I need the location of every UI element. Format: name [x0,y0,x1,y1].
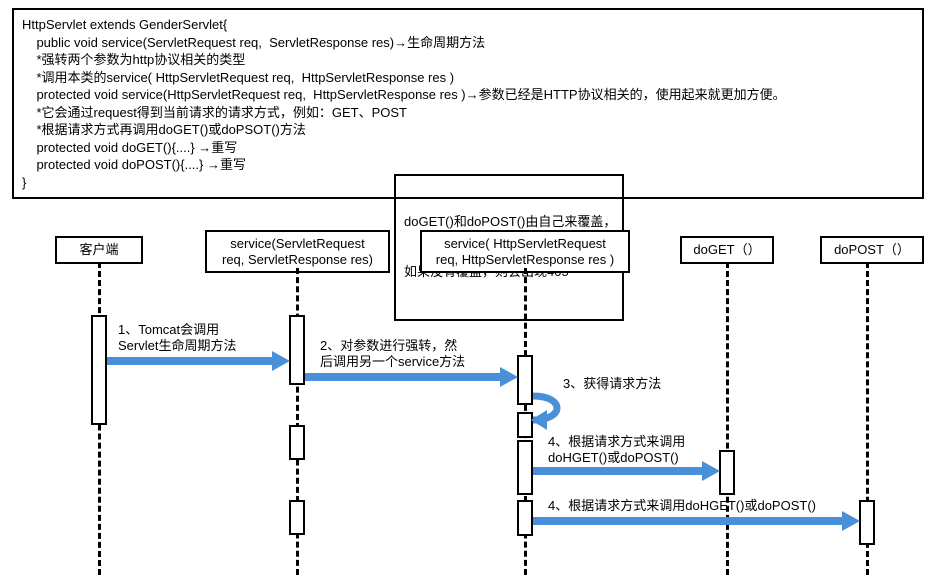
code-line: HttpServlet extends GenderServlet{ [22,16,914,34]
label-text: Servlet生命周期方法 [118,338,236,353]
code-line: protected void doPOST(){....} →重写 [22,156,914,174]
note-line: doGET()和doPOST()由自己来覆盖， [404,214,614,231]
loop-icon [525,392,573,432]
arrow-5-label: 4、根据请求方式来调用doHGET()或doPOST() [548,498,816,514]
code-line: *它会通过request得到当前请求的请求方式，例如：GET、POST [22,104,914,122]
lifeline-label: doPOST（） [834,242,910,257]
arrow-4-line [533,467,704,475]
label-text: 后调用另一个service方法 [320,354,465,369]
arrow-3-selfloop [525,392,573,435]
activation-client [91,315,107,425]
activation-dopost [859,500,875,545]
arrow-2-head [500,367,518,387]
arrow-3-label: 3、获得请求方法 [563,376,661,392]
arrow-1-label: 1、Tomcat会调用 Servlet生命周期方法 [118,322,236,355]
activation-s1-b [289,425,305,460]
arrow-1-head [272,351,290,371]
label-text: 4、根据请求方式来调用doHGET()或doPOST() [548,498,816,513]
label-text: doHGET()或doPOST() [548,450,679,465]
activation-s2-c [517,440,533,495]
lifeline-service1-header: service(ServletRequest req, ServletRespo… [205,230,390,273]
code-line: protected void service(HttpServletReques… [22,86,914,104]
activation-s2-d [517,500,533,536]
arrow-4-head [702,461,720,481]
lifeline-service2-header: service( HttpServletRequest req, HttpSer… [420,230,630,273]
code-line: *调用本类的service( HttpServletRequest req, H… [22,69,914,87]
arrow-1-line [107,357,274,365]
label-text: 3、获得请求方法 [563,376,661,391]
activation-doget [719,450,735,495]
lifeline-doget-header: doGET（） [680,236,774,264]
arrow-2-line [305,373,502,381]
lifeline-dash-doget [726,262,729,575]
lifeline-label: service( HttpServletRequest [444,236,606,251]
lifeline-label: doGET（） [693,242,760,257]
code-line: protected void doGET(){....} →重写 [22,139,914,157]
label-text: 1、Tomcat会调用 [118,322,219,337]
arrow-2-label: 2、对参数进行强转，然 后调用另一个service方法 [320,338,465,371]
lifeline-label: 客户端 [79,242,118,257]
code-line: *强转两个参数为http协议相关的类型 [22,51,914,69]
code-line: public void service(ServletRequest req, … [22,34,914,52]
code-line: *根据请求方式再调用doGET()或doPSOT()方法 [22,121,914,139]
arrow-5-head [842,511,860,531]
activation-s1-a [289,315,305,385]
activation-s1-c [289,500,305,535]
label-text: 2、对参数进行强转，然 [320,338,457,353]
arrow-4-label: 4、根据请求方式来调用 doHGET()或doPOST() [548,434,685,467]
lifeline-label: req, HttpServletResponse res ) [436,252,614,267]
code-box: HttpServlet extends GenderServlet{ publi… [12,8,924,199]
lifeline-label: req, ServletResponse res) [222,252,373,267]
lifeline-dopost-header: doPOST（） [820,236,924,264]
label-text: 4、根据请求方式来调用 [548,434,685,449]
arrow-5-line [533,517,844,525]
lifeline-client-header: 客户端 [55,236,143,264]
lifeline-label: service(ServletRequest [230,236,364,251]
